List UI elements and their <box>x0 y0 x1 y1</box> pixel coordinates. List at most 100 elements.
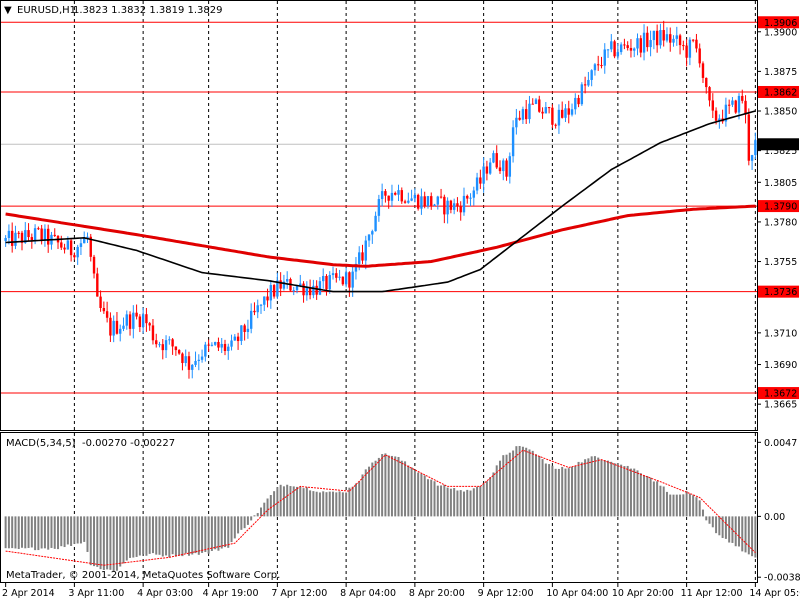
macd-bar <box>325 492 328 517</box>
macd-bar <box>587 458 590 517</box>
candle-body <box>200 356 204 360</box>
candle-body <box>606 49 610 51</box>
macd-bar <box>721 516 724 538</box>
macd-bar <box>240 516 243 530</box>
candle-body <box>662 30 665 41</box>
candle-body <box>83 238 86 244</box>
macd-bar <box>492 472 495 517</box>
candle-body <box>384 191 387 196</box>
candle-body <box>587 79 590 86</box>
candle-body <box>364 240 367 261</box>
candle-body <box>119 328 122 334</box>
candle-body <box>69 240 73 256</box>
macd-bar <box>626 465 629 517</box>
candle-body <box>279 280 282 289</box>
macd-bar <box>685 491 688 517</box>
macd-bar <box>66 516 69 545</box>
macd-bar <box>741 516 744 552</box>
macd-bar <box>607 460 610 517</box>
chart-menu-arrow[interactable]: ▼ <box>4 5 12 16</box>
macd-bar <box>682 494 685 517</box>
macd-values: -0.00270 -0.00227 <box>82 438 175 449</box>
macd-bar <box>197 516 200 555</box>
macd-bar <box>132 516 135 558</box>
candle-body <box>407 200 410 203</box>
candle-body <box>750 155 754 161</box>
candle-body <box>619 44 623 53</box>
macd-bar <box>646 476 649 517</box>
time-tick-label: 11 Apr 12:00 <box>681 588 743 599</box>
macd-bar <box>119 516 122 567</box>
macd-bar <box>354 483 357 517</box>
macd-bar <box>525 447 528 517</box>
candle-body <box>322 275 325 282</box>
macd-bar <box>338 491 341 517</box>
candle-body <box>302 283 305 296</box>
candle-body <box>567 108 570 115</box>
candle-body <box>236 336 240 342</box>
macd-bar <box>109 516 112 570</box>
macd-bar <box>76 516 79 544</box>
macd-bar <box>57 516 60 550</box>
time-tick-label: 4 Apr 03:00 <box>137 588 193 599</box>
macd-bar <box>282 486 285 517</box>
candle-body <box>701 63 705 78</box>
candle-body <box>220 343 223 348</box>
macd-bar <box>384 453 387 517</box>
candle-body <box>691 39 695 41</box>
candle-body <box>181 353 184 364</box>
macd-bar <box>11 516 14 549</box>
candle-body <box>128 314 132 329</box>
candle-body <box>367 234 371 241</box>
macd-bar <box>86 516 89 552</box>
candle-body <box>53 234 56 236</box>
macd-bar <box>115 516 118 571</box>
macd-bar <box>79 516 82 544</box>
candle-body <box>30 237 34 241</box>
macd-bar <box>142 516 145 555</box>
candle-body <box>649 40 652 48</box>
macd-bar <box>400 460 403 517</box>
macd-bar <box>453 488 456 517</box>
macd-bar <box>737 516 740 547</box>
candle-body <box>482 166 485 184</box>
candle-body <box>397 190 400 195</box>
macd-bar <box>557 468 560 517</box>
candle-body <box>305 287 309 296</box>
macd-bar <box>672 494 675 517</box>
macd-bar <box>328 491 331 517</box>
level-label: 1.3862 <box>764 87 797 98</box>
candle-body <box>724 104 728 122</box>
macd-bar <box>260 507 263 517</box>
macd-bar <box>40 516 43 549</box>
candles <box>4 20 757 379</box>
candle-body <box>678 35 682 46</box>
candle-body <box>318 281 322 295</box>
macd-bar <box>148 516 151 554</box>
candle-body <box>246 328 250 332</box>
macd-bar <box>237 516 240 534</box>
macd-bar <box>250 516 253 521</box>
macd-bar <box>201 516 204 553</box>
macd-bar <box>129 516 132 558</box>
candle-body <box>626 45 629 48</box>
candle-body <box>164 340 168 351</box>
macd-bar <box>381 454 384 517</box>
macd-bar <box>495 465 498 517</box>
macd-bar <box>332 491 335 517</box>
candle-body <box>534 99 538 105</box>
macd-bar <box>138 516 141 556</box>
macd-bar <box>675 494 678 517</box>
macd-panel-frame <box>0 432 758 583</box>
macd-bar <box>574 465 577 517</box>
macd-bar <box>217 516 220 551</box>
macd-bar <box>299 486 302 517</box>
candle-body <box>741 95 744 101</box>
macd-bar <box>161 516 164 557</box>
macd-bar <box>181 516 184 557</box>
candle-body <box>292 290 295 292</box>
candle-body <box>276 280 279 297</box>
macd-bar <box>724 516 727 539</box>
macd-bar <box>223 516 226 548</box>
